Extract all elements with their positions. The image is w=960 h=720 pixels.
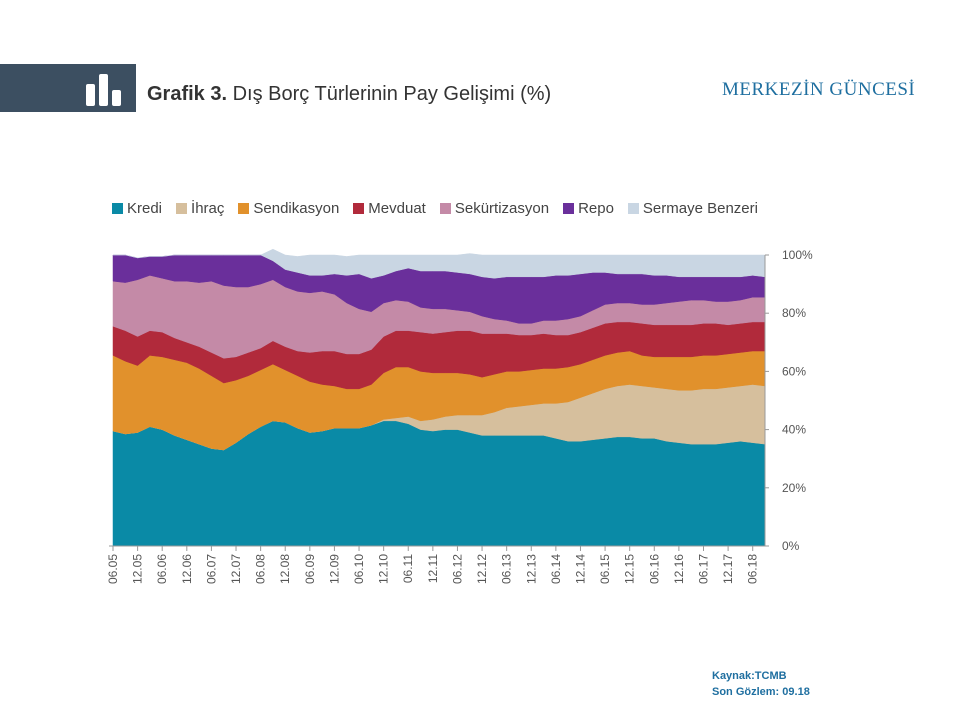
source-line: Kaynak:TCMB bbox=[712, 670, 787, 682]
legend-label: Sendikasyon bbox=[253, 199, 340, 217]
legend-label: Repo bbox=[578, 199, 614, 217]
y-tick-label: 40% bbox=[782, 423, 806, 437]
y-tick-label: 80% bbox=[782, 306, 806, 320]
legend-label: Kredi bbox=[127, 199, 163, 217]
x-tick-label: 12.08 bbox=[278, 554, 292, 584]
x-tick-label: 12.11 bbox=[426, 554, 440, 583]
y-tick-label: 0% bbox=[782, 539, 800, 553]
legend-swatch bbox=[353, 202, 365, 214]
legend-swatch bbox=[238, 202, 250, 214]
chart-legend: Kredi İhraç Sendikasyon Mevduat Sekürtizasyo… bbox=[112, 198, 772, 218]
legend-swatch bbox=[627, 202, 639, 214]
page-title: Grafik 3. Dış Borç Türlerinin Pay Gelişi… bbox=[147, 83, 551, 106]
legend-label: Mevduat bbox=[368, 199, 426, 217]
x-tick-label: 06.08 bbox=[254, 554, 268, 584]
x-tick-label: 06.10 bbox=[352, 554, 366, 584]
x-tick-label: 12.10 bbox=[377, 554, 391, 584]
x-tick-label: 06.16 bbox=[647, 554, 661, 584]
x-tick-label: 06.18 bbox=[746, 554, 760, 584]
x-tick-label: 12.07 bbox=[229, 554, 243, 584]
brand-logo: MERKEZİN GÜNCESİ bbox=[722, 79, 916, 100]
title-text: Dış Borç Türlerinin Pay Gelişimi (%) bbox=[227, 83, 552, 105]
legend-item-5: Repo bbox=[563, 198, 614, 218]
x-tick-label: 06.14 bbox=[549, 554, 563, 584]
y-tick-label: 60% bbox=[782, 364, 806, 378]
last-observation-line: Son Gözlem: 09.18 bbox=[712, 686, 810, 698]
legend-item-1: İhraç bbox=[176, 198, 224, 218]
legend-item-2: Sendikasyon bbox=[238, 198, 339, 218]
x-tick-label: 06.12 bbox=[450, 554, 464, 584]
legend-label: Sekürtizasyon bbox=[454, 199, 550, 217]
x-tick-label: 06.13 bbox=[500, 554, 514, 584]
legend-item-3: Mevduat bbox=[353, 198, 426, 218]
x-tick-label: 12.16 bbox=[672, 554, 686, 584]
legend-label: İhraç bbox=[191, 199, 225, 217]
x-tick-label: 06.11 bbox=[401, 554, 415, 583]
x-tick-label: 12.09 bbox=[327, 554, 341, 584]
x-tick-label: 06.09 bbox=[303, 554, 317, 584]
legend-swatch bbox=[176, 202, 188, 214]
legend-swatch bbox=[439, 202, 451, 214]
x-tick-label: 12.17 bbox=[721, 554, 735, 584]
legend-swatch bbox=[563, 202, 575, 214]
y-tick-label: 100% bbox=[782, 248, 813, 262]
x-tick-label: 12.05 bbox=[131, 554, 145, 584]
x-tick-label: 12.14 bbox=[573, 554, 587, 584]
x-tick-label: 12.12 bbox=[475, 554, 489, 584]
title-bold: Grafik 3. bbox=[147, 83, 228, 105]
y-tick-label: 20% bbox=[782, 481, 806, 495]
x-tick-label: 06.05 bbox=[106, 554, 120, 584]
x-tick-label: 06.17 bbox=[696, 554, 710, 584]
x-tick-label: 12.13 bbox=[524, 554, 538, 584]
legend-item-6: Sermaye Benzeri bbox=[627, 198, 758, 218]
source-note: Kaynak:TCMB Son Gözlem: 09.18 bbox=[712, 668, 810, 700]
legend-label: Sermaye Benzeri bbox=[642, 199, 758, 217]
x-tick-label: 12.15 bbox=[623, 554, 637, 584]
x-tick-label: 06.15 bbox=[598, 554, 612, 584]
bar-chart-icon bbox=[86, 74, 121, 106]
legend-item-4: Sekürtizasyon bbox=[439, 198, 550, 218]
x-tick-label: 06.07 bbox=[204, 554, 218, 584]
x-tick-label: 06.06 bbox=[155, 554, 169, 584]
x-tick-label: 12.06 bbox=[180, 554, 194, 584]
legend-swatch bbox=[112, 202, 123, 214]
legend-item-0: Kredi bbox=[112, 198, 162, 218]
